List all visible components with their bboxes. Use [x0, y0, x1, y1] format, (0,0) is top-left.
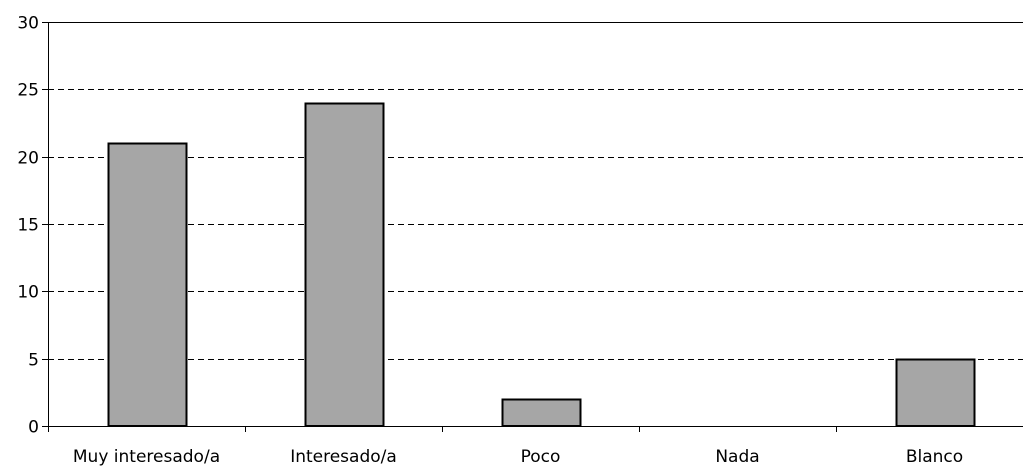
x-tick-label-interesado-a: Interesado/a: [290, 447, 397, 467]
y-tick-label-15: 15: [17, 216, 39, 236]
axes: [42, 22, 1023, 432]
grid-lines: [48, 22, 1023, 360]
y-tick-labels: 0 5 10 15 20 25 30: [17, 14, 39, 438]
bar-blanco: [895, 358, 976, 427]
y-tick-label-25: 25: [17, 81, 39, 101]
y-tick-label-5: 5: [28, 351, 39, 371]
y-tick-label-0: 0: [28, 418, 39, 438]
y-tick-label-20: 20: [17, 149, 39, 169]
y-tick-label-10: 10: [17, 283, 39, 303]
bar-poco: [501, 398, 582, 427]
x-tick-label-nada: Nada: [715, 447, 759, 467]
x-tick-label-muy-interesado-a: Muy interesado/a: [73, 447, 220, 467]
x-tick-labels: Muy interesado/a Interesado/a Poco Nada Blan…: [73, 447, 963, 467]
x-tick-label-blanco: Blanco: [906, 447, 963, 467]
x-tick-label-poco: Poco: [521, 447, 561, 467]
bar-muy-interesado-a: [107, 142, 188, 427]
bar-interesado-a: [304, 102, 385, 427]
bars: [107, 102, 976, 427]
y-tick-label-30: 30: [17, 14, 39, 34]
